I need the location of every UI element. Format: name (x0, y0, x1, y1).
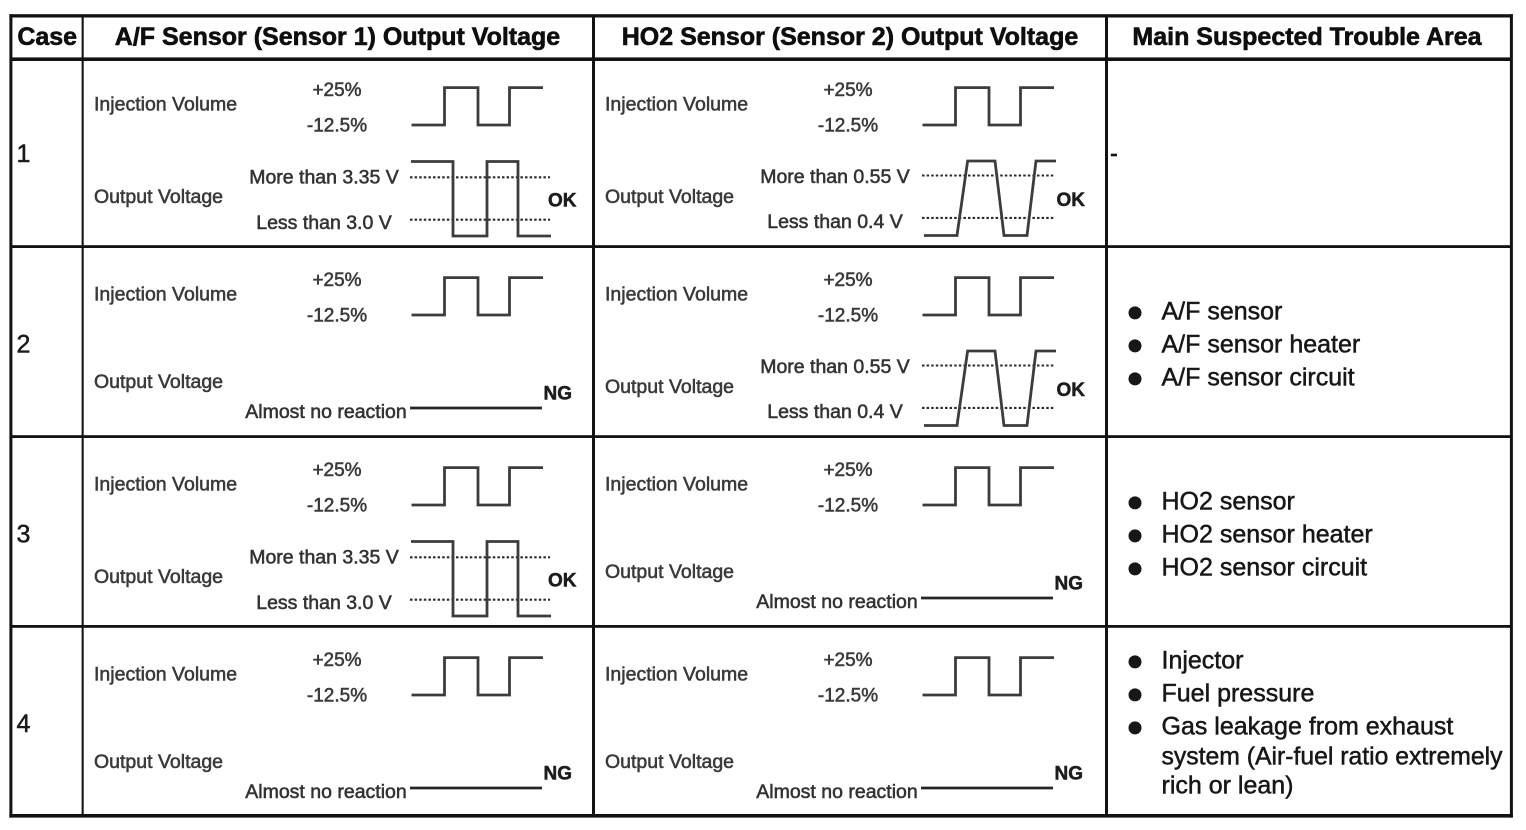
svg-text:4: 4 (17, 710, 31, 738)
svg-text:system (Air-fuel ratio extreme: system (Air-fuel ratio extremely (1162, 743, 1503, 771)
svg-text:HO2 sensor: HO2 sensor (1162, 488, 1295, 516)
svg-text:3: 3 (17, 521, 31, 549)
svg-text:Fuel pressure: Fuel pressure (1162, 680, 1315, 708)
svg-text:A/F sensor heater: A/F sensor heater (1162, 331, 1361, 359)
svg-text:1: 1 (17, 140, 31, 168)
svg-text:Main Suspected Trouble Area: Main Suspected Trouble Area (1132, 23, 1482, 51)
svg-text:Injector: Injector (1162, 647, 1244, 675)
svg-text:Case: Case (17, 23, 77, 51)
svg-text:A/F sensor circuit: A/F sensor circuit (1162, 364, 1355, 392)
svg-text:A/F Sensor (Sensor 1) Output V: A/F Sensor (Sensor 1) Output Voltage (115, 23, 561, 51)
svg-text:rich or lean): rich or lean) (1162, 772, 1294, 800)
svg-text:Gas leakage from exhaust: Gas leakage from exhaust (1162, 713, 1454, 741)
svg-text:HO2 Sensor (Sensor 2) Output V: HO2 Sensor (Sensor 2) Output Voltage (622, 23, 1079, 51)
svg-text:A/F sensor: A/F sensor (1162, 298, 1283, 326)
svg-text:HO2 sensor heater: HO2 sensor heater (1162, 521, 1373, 549)
svg-text:2: 2 (17, 331, 31, 359)
svg-text:HO2 sensor circuit: HO2 sensor circuit (1162, 554, 1368, 582)
